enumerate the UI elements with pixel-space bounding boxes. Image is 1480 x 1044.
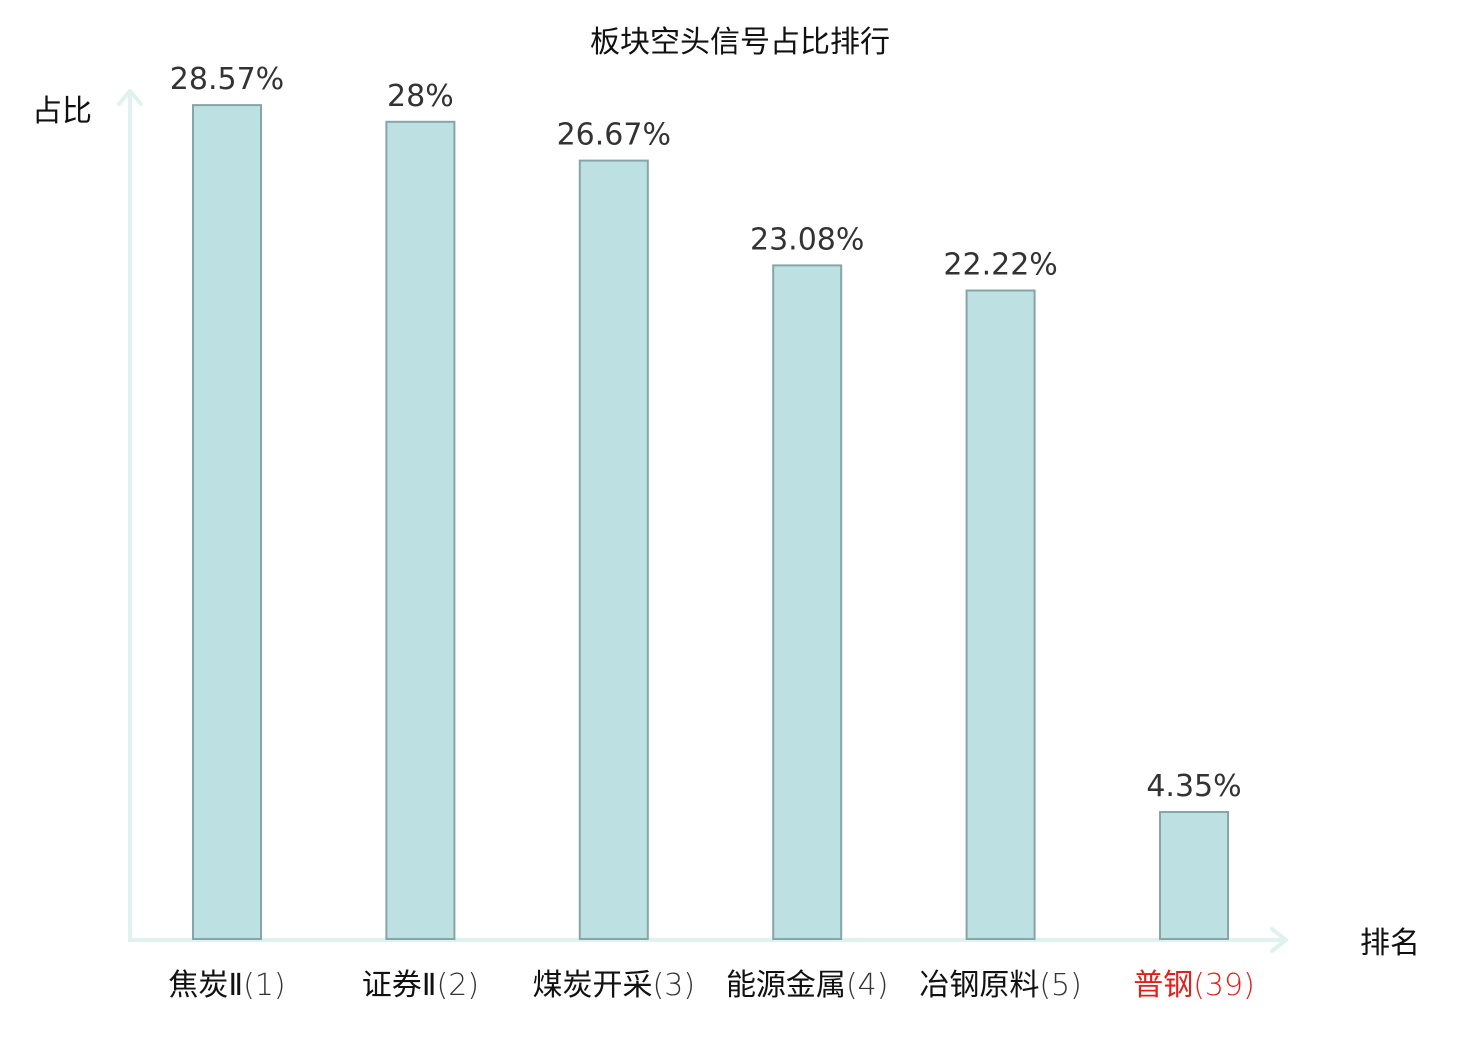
value-label-2: 28% [387, 79, 454, 114]
value-label-6: 4.35% [1146, 769, 1241, 804]
value-label-4: 23.08% [750, 222, 864, 257]
axes [117, 89, 1288, 953]
category-rank: (39) [1193, 968, 1255, 1003]
value-label-5: 22.22% [943, 248, 1057, 283]
category-name: 能源金属 [726, 968, 846, 1003]
value-labels: 28.57% 28% 26.67% 23.08% 22.22% 4.35% [170, 62, 1242, 804]
category-name: 焦炭Ⅱ [168, 968, 243, 1003]
y-axis-label: 占比 [32, 94, 92, 129]
chart-title: 板块空头信号占比排行 [590, 25, 890, 60]
category-label-5: 冶钢原料(5) [919, 968, 1082, 1003]
category-name: 普钢 [1133, 968, 1193, 1003]
x-axis-arrow [1270, 927, 1288, 953]
bar-4 [772, 264, 843, 940]
category-name: 证券Ⅱ [362, 968, 437, 1003]
category-rank: (5) [1039, 968, 1082, 1003]
bar-5 [965, 289, 1036, 940]
category-name: 煤炭开采 [533, 968, 653, 1003]
category-rank: (1) [243, 968, 286, 1003]
x-axis-label: 排名 [1360, 926, 1420, 961]
category-label-6: 普钢(39) [1133, 968, 1255, 1003]
bar-6 [1159, 811, 1229, 940]
category-label-1: 焦炭Ⅱ(1) [168, 968, 285, 1003]
category-rank: (2) [437, 968, 480, 1003]
value-label-1: 28.57% [170, 62, 284, 97]
category-labels: 焦炭Ⅱ(1) 证券Ⅱ(2) 煤炭开采(3) 能源金属(4) 冶钢原料(5) 普钢(39) [168, 968, 1254, 1003]
bar-1 [192, 104, 262, 941]
category-label-3: 煤炭开采(3) [533, 968, 696, 1003]
y-axis-arrow [117, 89, 143, 106]
bars [192, 104, 1229, 941]
bar-2 [385, 120, 456, 941]
category-label-4: 能源金属(4) [726, 968, 889, 1003]
category-name: 冶钢原料 [919, 968, 1039, 1003]
value-label-3: 26.67% [557, 118, 671, 153]
category-rank: (4) [846, 968, 889, 1003]
category-label-2: 证券Ⅱ(2) [362, 968, 479, 1003]
bar-3 [578, 159, 649, 941]
category-rank: (3) [653, 968, 696, 1003]
